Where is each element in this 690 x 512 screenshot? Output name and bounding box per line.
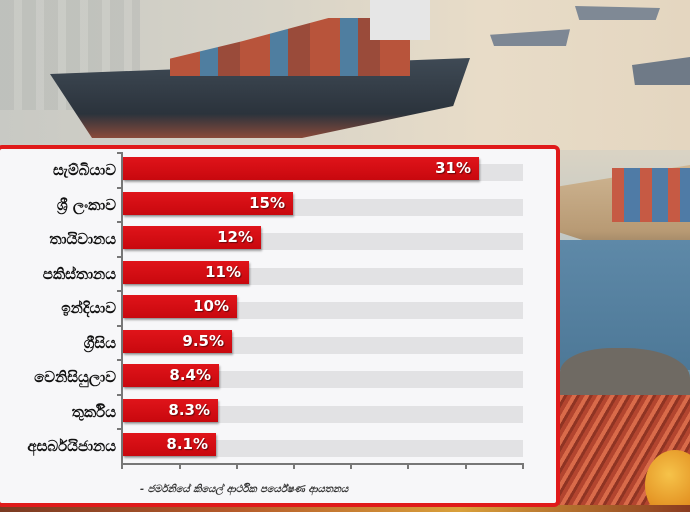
x-tick xyxy=(407,463,409,469)
y-tick xyxy=(117,359,122,361)
bar: 15% xyxy=(123,192,293,215)
category-label: ඉන්දියාව xyxy=(61,299,116,317)
category-label: අසර්බයිජානය xyxy=(27,437,116,455)
bar-row: වෙනිසියුලාව 8.4% xyxy=(0,364,540,390)
bar-row: පකිස්තානය 11% xyxy=(0,261,540,287)
y-axis xyxy=(121,152,123,465)
value-label: 8.4% xyxy=(169,366,211,384)
bar-row: ශ්‍රී ලංකාව 15% xyxy=(0,192,540,218)
category-label: ශ්‍රී ලංකාව xyxy=(56,196,116,214)
warship xyxy=(575,6,660,20)
category-label: සැම්බියාව xyxy=(53,161,116,179)
category-label: ග්‍රීසිය xyxy=(83,334,116,352)
bar: 12% xyxy=(123,226,261,249)
mango-fruit xyxy=(645,450,690,512)
y-tick xyxy=(117,221,122,223)
bar-row: ඉන්දියාව 10% xyxy=(0,295,540,321)
bar-row: තුර්කිය 8.3% xyxy=(0,399,540,425)
value-label: 10% xyxy=(193,297,229,315)
x-tick xyxy=(121,463,123,469)
y-tick xyxy=(117,325,122,327)
source-note: - ජර්මනියේ කියෙල් ආර්ථික පර්යේෂණ ආයතනය xyxy=(140,484,349,495)
value-label: 8.3% xyxy=(168,401,210,419)
y-tick xyxy=(117,290,122,292)
y-tick xyxy=(117,187,122,189)
x-tick xyxy=(465,463,467,469)
value-label: 31% xyxy=(435,159,471,177)
value-label: 9.5% xyxy=(182,332,224,350)
value-label: 8.1% xyxy=(166,435,208,453)
y-tick xyxy=(117,394,122,396)
x-axis xyxy=(121,463,524,465)
x-tick xyxy=(293,463,295,469)
category-label: වෙනිසියුලාව xyxy=(34,368,116,386)
bar-row: තායිවානය 12% xyxy=(0,226,540,252)
bar: 11% xyxy=(123,261,249,284)
bar: 8.1% xyxy=(123,433,216,456)
value-label: 12% xyxy=(217,228,253,246)
y-tick xyxy=(117,428,122,430)
y-tick xyxy=(117,256,122,258)
bar: 9.5% xyxy=(123,330,232,353)
value-label: 15% xyxy=(249,194,285,212)
bar-row: අසර්බයිජානය 8.1% xyxy=(0,433,540,459)
category-label: තායිවානය xyxy=(49,230,116,248)
x-tick xyxy=(179,463,181,469)
bar: 10% xyxy=(123,295,237,318)
x-tick xyxy=(350,463,352,469)
value-label: 11% xyxy=(205,263,241,281)
bar-row: සැම්බියාව 31% xyxy=(0,157,540,183)
bar-track xyxy=(123,371,523,388)
bar-row: ග්‍රීසිය 9.5% xyxy=(0,330,540,356)
bar-track xyxy=(123,440,523,457)
bar: 8.4% xyxy=(123,364,219,387)
bar: 8.3% xyxy=(123,399,218,422)
bar-track xyxy=(123,406,523,423)
warship xyxy=(490,29,570,46)
dock-containers xyxy=(612,168,690,222)
bottom-strip xyxy=(0,505,690,512)
category-label: පකිස්තානය xyxy=(42,265,116,283)
x-tick xyxy=(236,463,238,469)
x-tick xyxy=(522,463,524,469)
category-label: තුර්කිය xyxy=(71,403,116,421)
bar: 31% xyxy=(123,157,479,180)
y-tick xyxy=(117,152,122,154)
ship-bridge xyxy=(370,0,430,40)
